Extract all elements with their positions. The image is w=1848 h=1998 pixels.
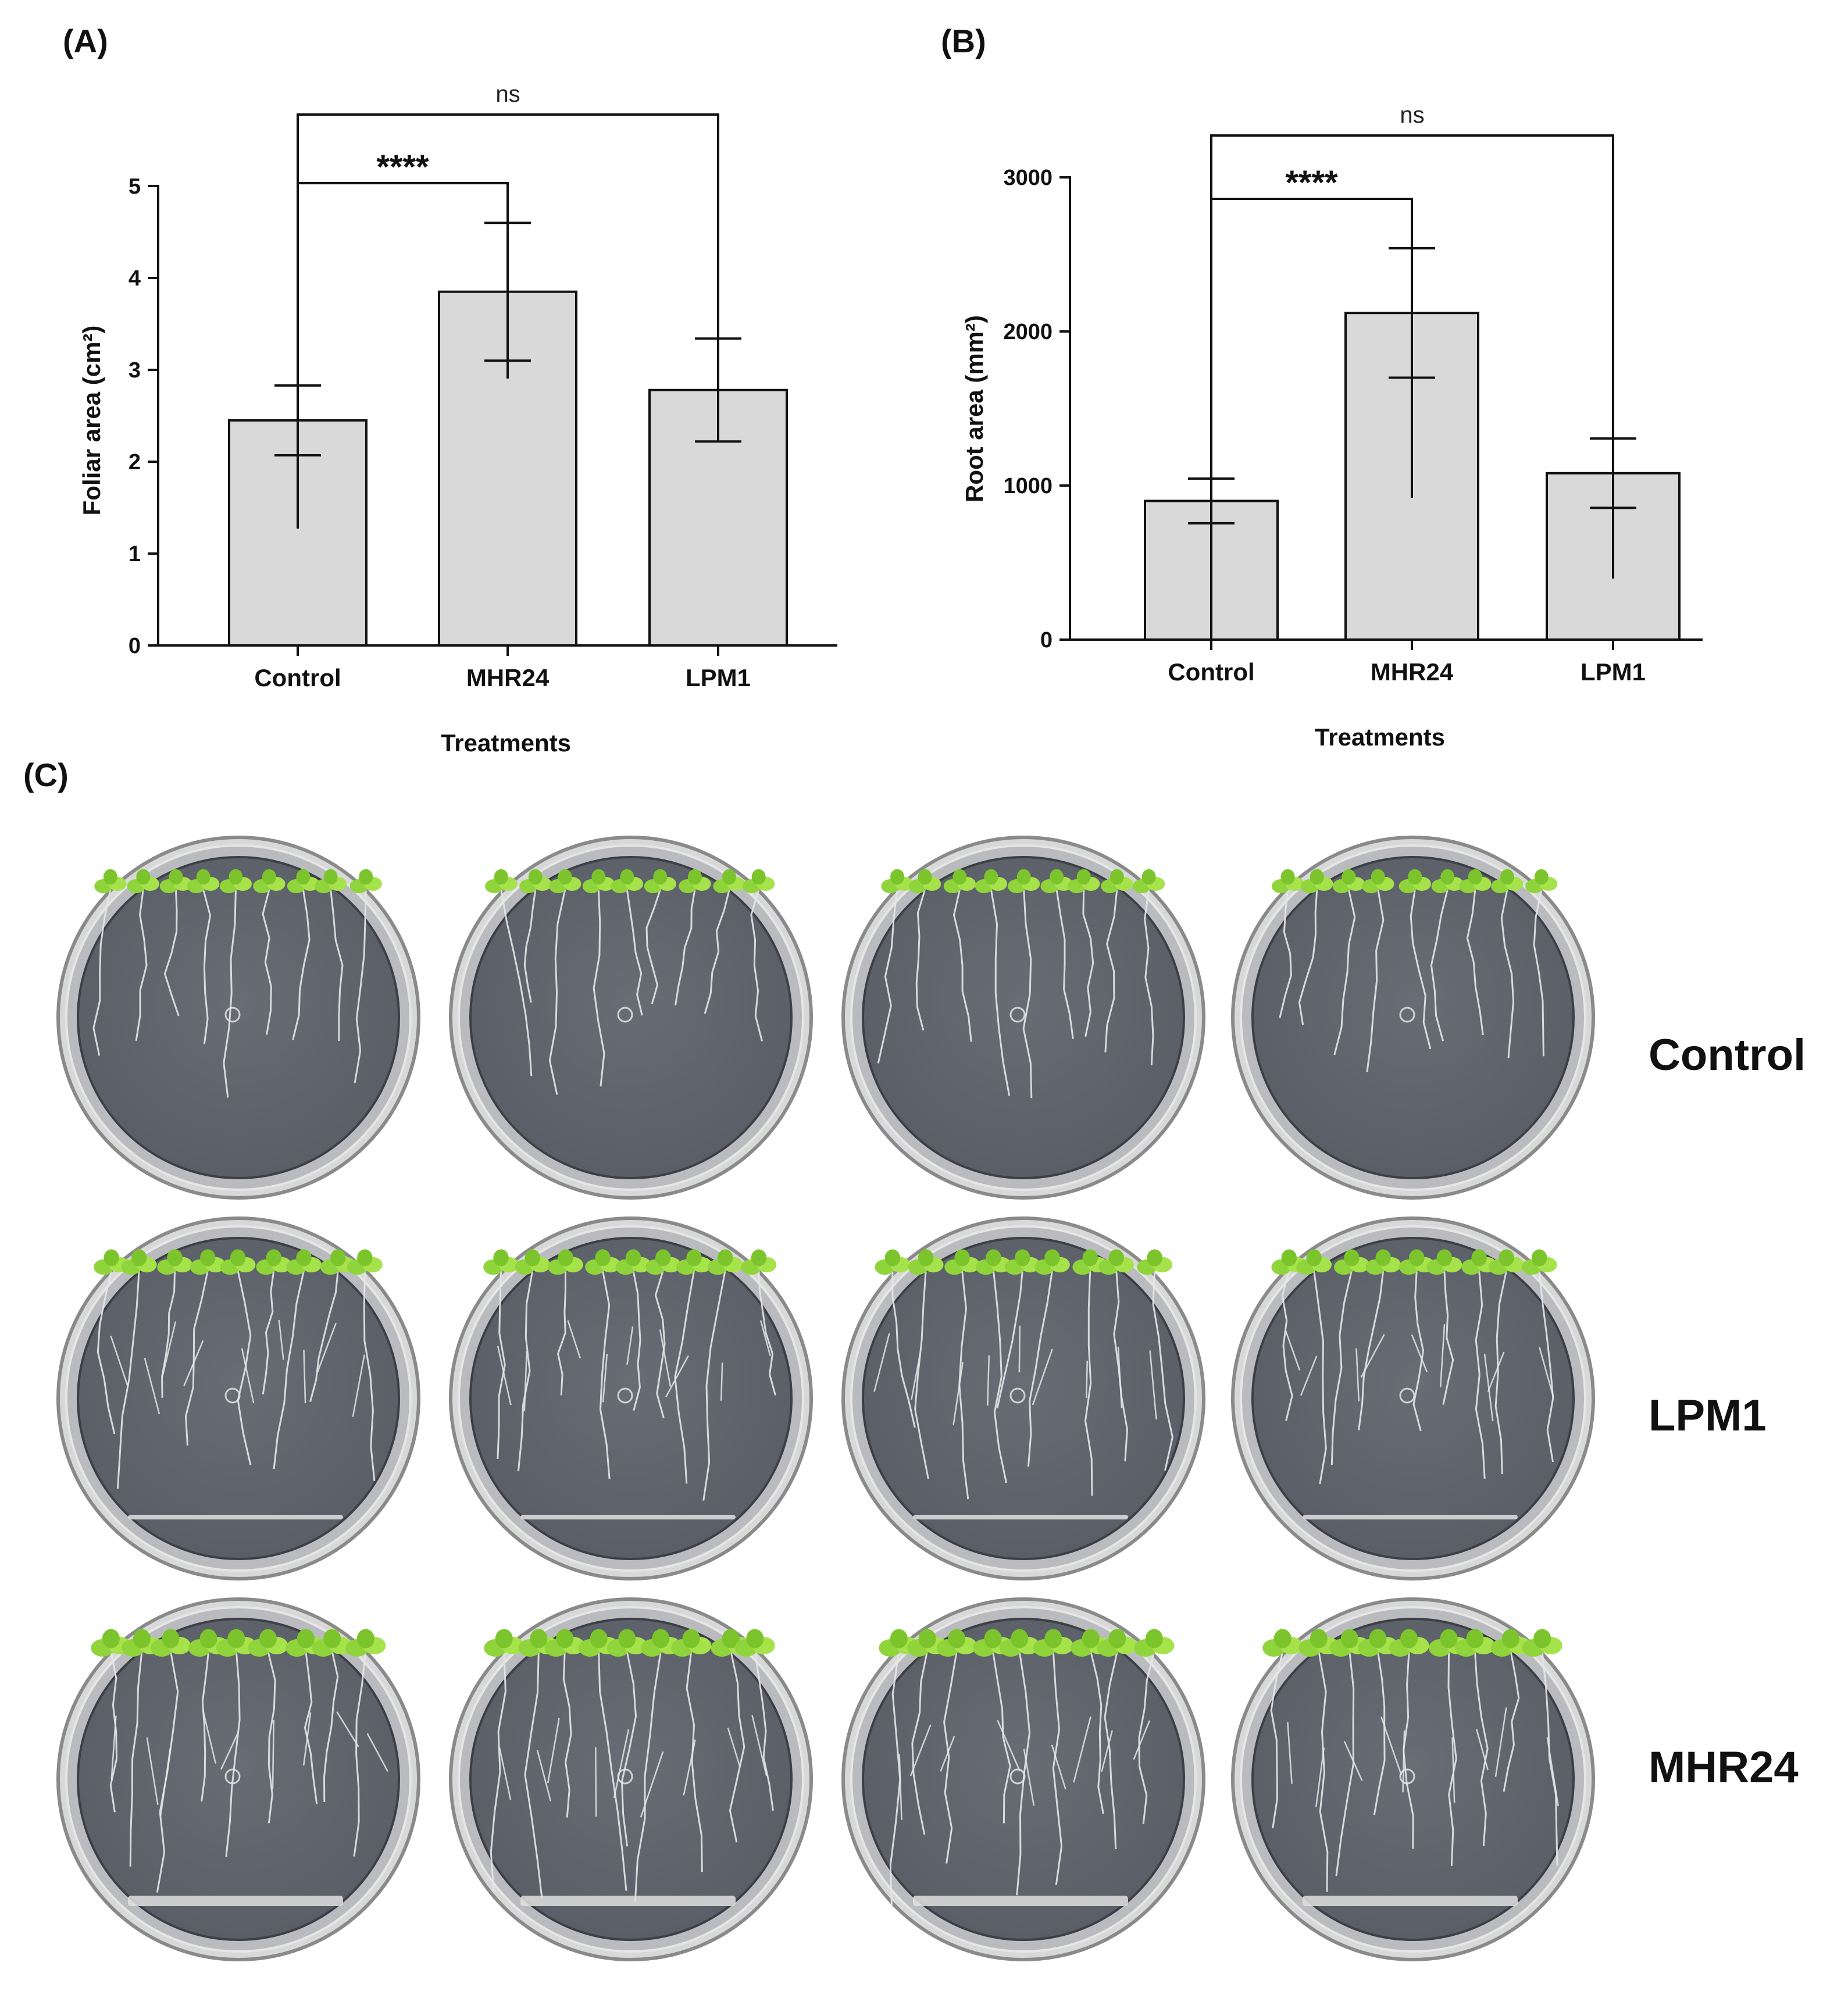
chart-a-significance-label: ****: [376, 148, 429, 186]
chart-a-x-tick-label: MHR24: [466, 664, 550, 691]
chart-a-x-tick-label: LPM1: [686, 664, 751, 691]
petri-plate: [841, 1216, 1205, 1580]
petri-plate: [1231, 1216, 1595, 1580]
chart-b-y-tick-label: 0: [1040, 628, 1053, 652]
petri-plate: [449, 836, 813, 1200]
row-label-mhr24: MHR24: [1649, 1743, 1799, 1792]
chart-a-significance-label: ns: [495, 81, 520, 107]
petri-plate: [56, 1597, 420, 1961]
chart-b-y-tick-label: 2000: [1003, 320, 1053, 344]
chart-a-y-tick-label: 0: [129, 634, 141, 658]
petri-plate: [449, 1597, 813, 1961]
chart-a-y-tick-label: 1: [129, 542, 141, 566]
chart-a-y-axis-title: Foliar area (cm²): [78, 326, 105, 516]
chart-b-y-ticks: 0 1000 2000 3000: [1003, 166, 1070, 652]
chart-b-x-tick-label: Control: [1168, 658, 1254, 686]
petri-plate: [1231, 836, 1595, 1200]
chart-a-y-ticks: 0 1 2 3 4 5: [129, 174, 158, 658]
chart-a-y-tick-label: 5: [129, 174, 141, 199]
panel-label-a: (A): [63, 23, 108, 59]
chart-b-y-tick-label: 3000: [1003, 166, 1053, 190]
chart-b-x-axis-title: Treatments: [1315, 723, 1445, 751]
plates-photo: [56, 836, 1595, 1961]
chart-b-significance-label: ****: [1285, 164, 1338, 202]
chart-a-significance-bracket: [297, 113, 719, 460]
petri-plate: [841, 836, 1205, 1200]
chart-a-x-axis-title: Treatments: [441, 729, 571, 757]
chart-b-y-tick-label: 1000: [1003, 474, 1053, 498]
chart-b-x-tick-label: LPM1: [1581, 658, 1646, 686]
chart-a-x-tick-label: Control: [254, 664, 341, 691]
chart-a-y-tick-label: 3: [129, 358, 141, 383]
chart-b-x-tick-label: MHR24: [1371, 658, 1454, 686]
chart-b-y-axis-title: Root area (mm²): [961, 315, 988, 502]
chart-a-y-tick-label: 2: [129, 450, 141, 474]
panel-label-c: (C): [23, 757, 69, 793]
panel-label-b: (B): [941, 23, 986, 59]
chart-b: 0 1000 2000 3000 Root area (mm²) Treatments…: [961, 102, 1703, 751]
petri-plate: [56, 836, 420, 1200]
row-label-control: Control: [1649, 1030, 1806, 1080]
row-label-lpm1: LPM1: [1649, 1391, 1767, 1440]
petri-plate: [449, 1216, 813, 1580]
chart-b-significance-bracket: [1210, 134, 1614, 579]
chart-a-y-tick-label: 4: [129, 266, 141, 291]
petri-plate: [1231, 1597, 1595, 1961]
petri-plate: [841, 1597, 1205, 1961]
chart-a: 0 1 2 3 4 5 Foliar area (cm²) Treatments Cont…: [78, 81, 837, 757]
chart-b-significance-label: ns: [1400, 102, 1424, 128]
petri-plate: [56, 1216, 420, 1580]
